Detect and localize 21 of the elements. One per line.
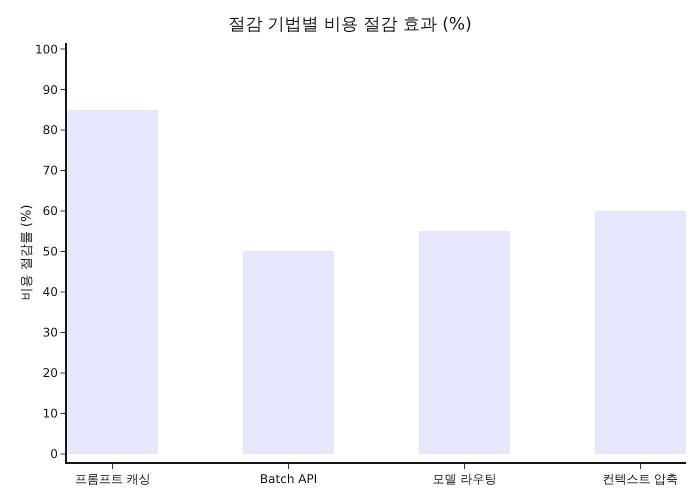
- x-tick-label: 프롬프트 캐싱: [74, 472, 151, 486]
- bar: [595, 211, 686, 454]
- x-tick-label: Batch API: [260, 472, 318, 486]
- y-tick-label: 30: [42, 326, 58, 340]
- y-tick-label: 90: [42, 82, 58, 97]
- x-tick-label: 컨텍스트 압축: [602, 472, 678, 486]
- y-tick-label: 60: [42, 204, 58, 218]
- bar: [419, 231, 510, 454]
- y-tick-label: 40: [42, 285, 58, 300]
- y-tick-label: 20: [42, 366, 58, 380]
- chart-title: 절감 기법별 비용 절감 효과 (%): [228, 14, 472, 34]
- y-tick-label: 100: [34, 42, 58, 56]
- y-tick-label: 50: [42, 244, 58, 259]
- x-tick-label: 모델 라우팅: [432, 472, 496, 486]
- y-tick-label: 70: [42, 164, 58, 178]
- y-tick-label: 80: [42, 123, 58, 138]
- bar: [67, 110, 158, 454]
- y-axis-title: 비용 절감률 (%): [20, 204, 34, 300]
- y-tick-label: 0: [50, 447, 58, 462]
- y-tick-label: 10: [42, 406, 58, 421]
- bar: [243, 251, 334, 454]
